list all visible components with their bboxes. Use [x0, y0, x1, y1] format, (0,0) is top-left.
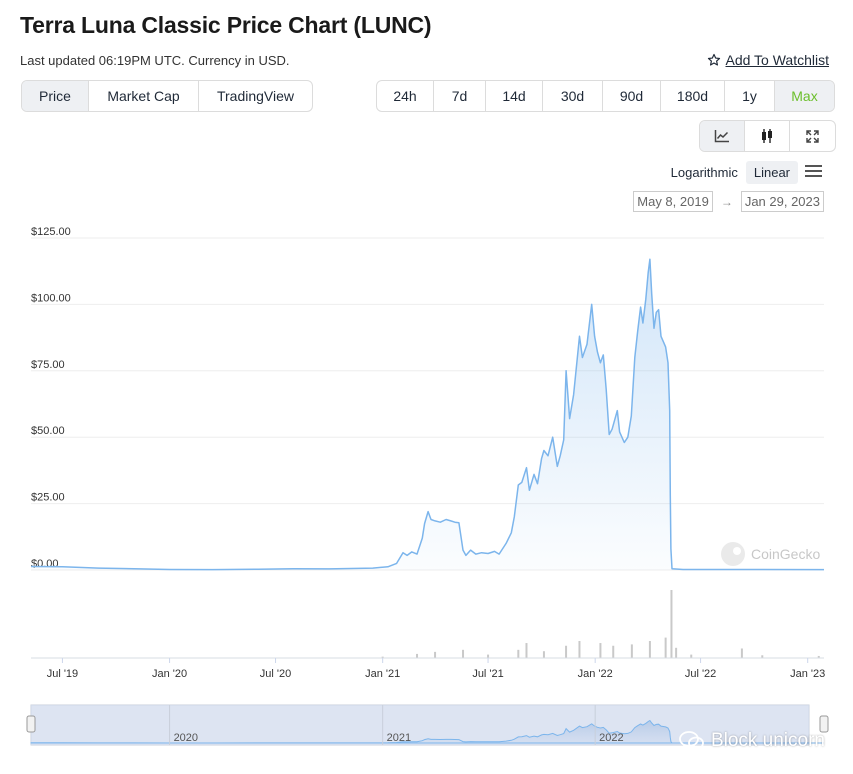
volume-bar: [525, 643, 528, 658]
volume-bar: [462, 649, 465, 658]
chart-view-toggle: [699, 120, 836, 152]
navigator-labels: 2020 2021 2022: [169, 705, 624, 745]
star-icon: [707, 53, 720, 66]
candlestick-icon: [762, 129, 772, 143]
volume-bar: [565, 645, 568, 658]
range-tabs: 24h 7d 14d 30d 90d 180d 1y Max: [376, 80, 835, 112]
arrow-right-icon: →: [720, 194, 733, 209]
volume-bar: [675, 647, 678, 658]
volume-bar: [612, 645, 615, 658]
x-tick-label: Jan '20: [152, 668, 187, 680]
volume-bar: [487, 654, 490, 658]
last-updated-text: Last updated 06:19PM UTC. Currency in US…: [20, 53, 290, 68]
volume-bar: [416, 653, 419, 658]
navigator-right-handle[interactable]: [819, 715, 829, 733]
volume-bar: [648, 641, 651, 658]
range-1y[interactable]: 1y: [725, 81, 775, 111]
volume-bar: [630, 644, 633, 658]
x-axis-labels: Jul '19 Jan '20 Jul '20 Jan '21 Jul '21 Jan '…: [47, 658, 825, 680]
range-30d[interactable]: 30d: [543, 81, 603, 111]
coingecko-watermark-text: CoinGecko: [751, 546, 820, 562]
candlestick-button[interactable]: [745, 121, 790, 151]
price-area-fill: [31, 259, 824, 570]
price-chart[interactable]: $0.00$25.00$50.00$75.00$100.00$125.00 Ju…: [0, 226, 853, 750]
x-tick-label: Jan '23: [790, 668, 825, 680]
tab-price[interactable]: Price: [22, 81, 89, 111]
tab-tradingview[interactable]: TradingView: [216, 88, 295, 104]
navigator-left-handle[interactable]: [26, 715, 36, 733]
volume-bar: [670, 590, 673, 658]
volume-bar: [817, 655, 820, 658]
range-max[interactable]: Max: [775, 81, 834, 111]
date-from-input[interactable]: May 8, 2019: [633, 191, 713, 212]
scale-logarithmic[interactable]: Logarithmic: [670, 165, 738, 180]
metric-tabs: Price Market Cap TradingView: [21, 80, 313, 112]
y-tick-label: $50.00: [31, 425, 65, 437]
y-axis-labels: $0.00$25.00$50.00$75.00$100.00$125.00: [31, 226, 71, 570]
volume-bar: [740, 648, 743, 658]
coingecko-logo-icon: [721, 542, 745, 566]
fullscreen-button[interactable]: [790, 121, 835, 151]
x-tick-label: Jul '20: [260, 668, 291, 680]
fullscreen-icon: [806, 129, 819, 143]
page-title: Terra Luna Classic Price Chart (LUNC): [20, 12, 432, 38]
volume-bar: [664, 637, 667, 658]
chat-bubble-icon: [679, 731, 704, 750]
coingecko-watermark: CoinGecko: [721, 542, 820, 566]
volume-bar: [761, 655, 764, 658]
navigator-year-label: 2022: [599, 732, 623, 744]
navigator-series: [30, 719, 824, 744]
range-90d[interactable]: 90d: [603, 81, 661, 111]
date-to-input[interactable]: Jan 29, 2023: [740, 191, 824, 212]
x-tick-label: Jan '22: [578, 668, 613, 680]
volume-bar: [599, 643, 602, 658]
y-tick-label: $100.00: [31, 292, 71, 304]
y-tick-label: $125.00: [31, 226, 71, 238]
navigator-year-label: 2020: [174, 732, 198, 744]
hamburger-menu-icon[interactable]: [805, 165, 822, 179]
x-tick-label: Jul '22: [685, 668, 716, 680]
volume-bars: [381, 590, 820, 658]
volume-bar: [578, 641, 581, 658]
volume-bar: [517, 649, 520, 658]
range-14d[interactable]: 14d: [486, 81, 543, 111]
range-24h[interactable]: 24h: [377, 81, 434, 111]
date-range: May 8, 2019 → Jan 29, 2023: [633, 191, 824, 212]
watchlist-label: Add To Watchlist: [725, 52, 830, 68]
y-tick-label: $25.00: [31, 492, 65, 504]
scale-linear[interactable]: Linear: [745, 161, 798, 184]
image-watermark: Block unicorn: [679, 730, 825, 752]
add-to-watchlist-link[interactable]: Add To Watchlist: [707, 52, 830, 68]
volume-bar: [381, 656, 384, 658]
navigator-year-label: 2021: [387, 732, 411, 744]
volume-bar: [690, 654, 693, 658]
x-tick-label: Jul '19: [47, 668, 78, 680]
line-chart-button[interactable]: [700, 121, 745, 151]
volume-bar: [434, 651, 437, 658]
x-tick-label: Jul '21: [472, 668, 503, 680]
range-7d[interactable]: 7d: [434, 81, 486, 111]
line-chart-icon: [714, 130, 729, 143]
price-series-line: [30, 258, 825, 571]
range-180d[interactable]: 180d: [661, 81, 725, 111]
x-tick-label: Jan '21: [365, 668, 400, 680]
tab-market-cap[interactable]: Market Cap: [89, 81, 199, 111]
volume-bar: [542, 651, 545, 658]
scale-toggle: Logarithmic Linear: [663, 161, 798, 184]
image-watermark-text: Block unicorn: [710, 730, 825, 751]
y-tick-label: $75.00: [31, 359, 65, 371]
